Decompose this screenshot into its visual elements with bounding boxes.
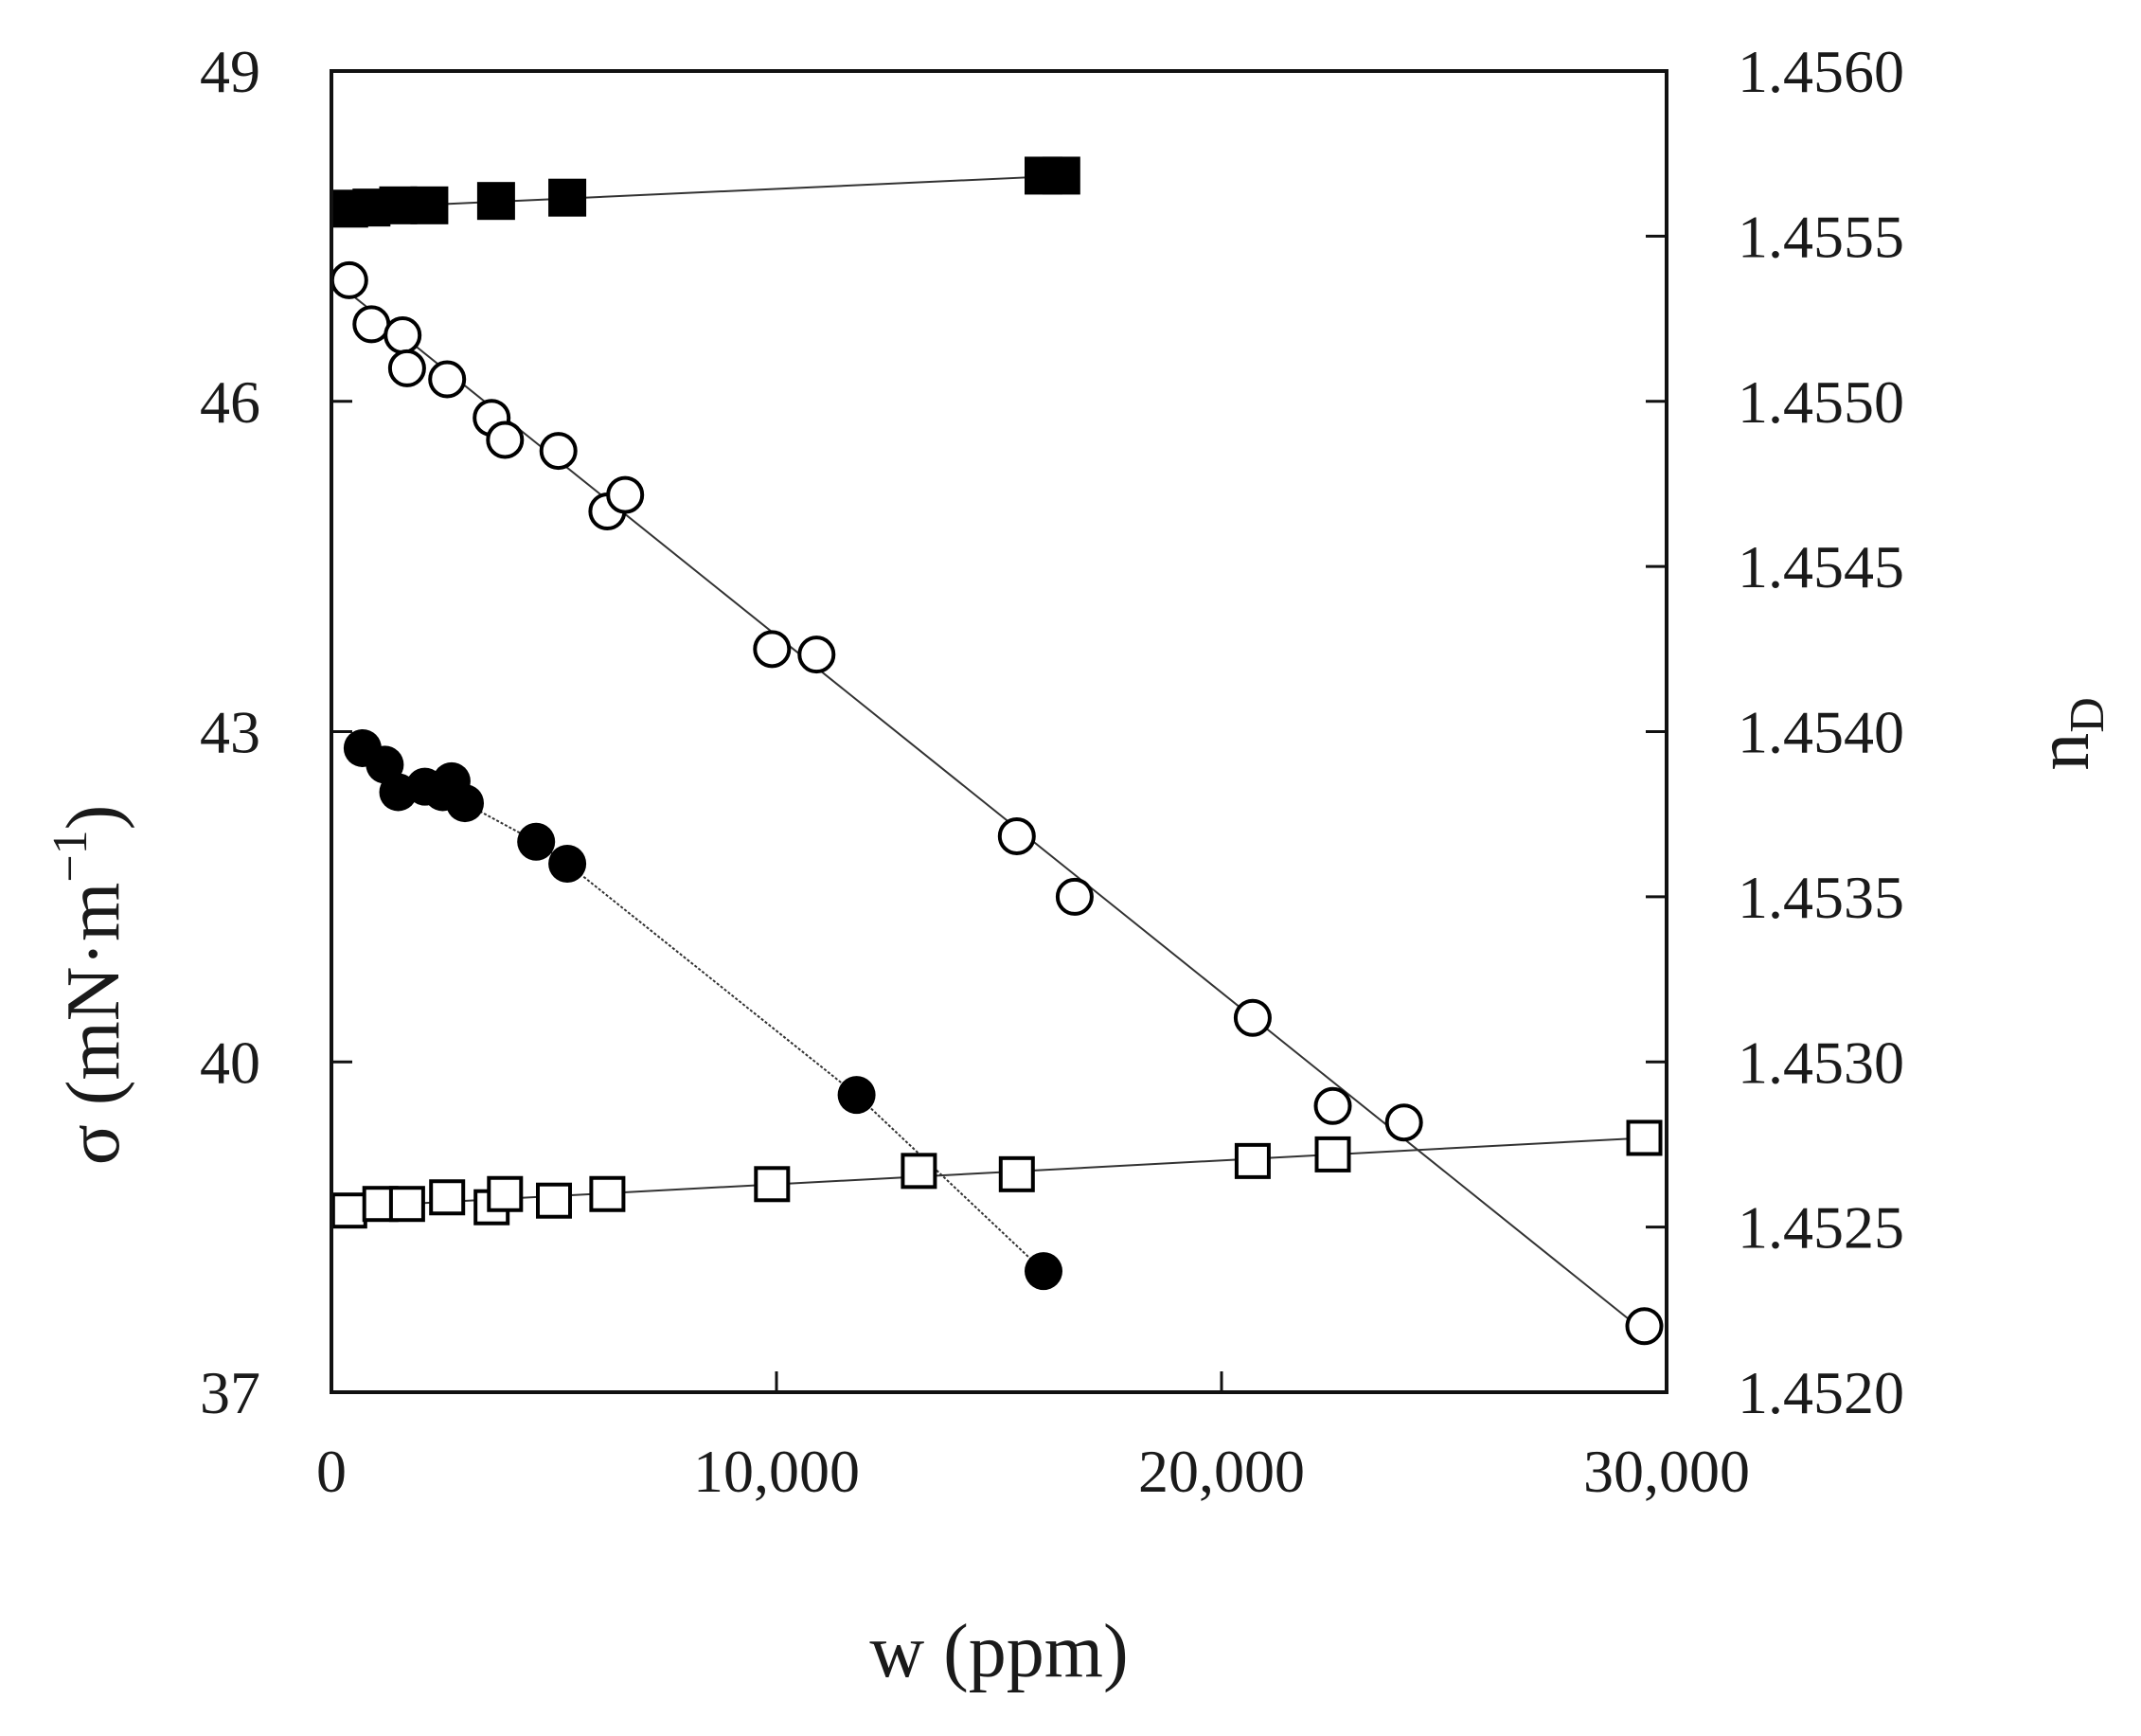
- y-left-title-close: ): [52, 805, 135, 831]
- x-tick-label: 20,000: [1138, 1438, 1305, 1505]
- sigma-series-A-point: [548, 178, 587, 217]
- y-right-tick-label: 1.4555: [1738, 203, 1904, 270]
- sigma-series-C-point: [1025, 1252, 1062, 1291]
- sigma-series-C-point: [446, 784, 484, 823]
- sigma-series-B-point: [330, 260, 368, 299]
- sigma-series-A-fit-line: [345, 174, 1066, 210]
- nD-series-D-point: [1626, 1119, 1663, 1156]
- nD-series-D-point: [429, 1179, 466, 1216]
- sigma-series-A-point: [1042, 156, 1080, 195]
- y-left-tick-label: 37: [200, 1359, 260, 1426]
- sigma-series-B-point: [1384, 1103, 1423, 1142]
- sigma-series-B-point: [539, 432, 578, 471]
- y-left-tick-label: 40: [200, 1029, 260, 1096]
- y-right-title-base: n: [2022, 733, 2105, 771]
- sigma-series-A-point: [476, 182, 515, 221]
- sigma-series-A-point: [410, 186, 449, 224]
- x-tick-label: 30,000: [1583, 1438, 1750, 1505]
- nD-series-D-point: [388, 1186, 425, 1223]
- x-tick-label: 0: [316, 1438, 347, 1505]
- sigma-series-B-point: [997, 816, 1036, 855]
- y-axis-right-title: nD: [2022, 697, 2114, 771]
- sigma-series-B-point: [1313, 1086, 1352, 1125]
- y-left-title-superscript: −1: [44, 830, 98, 882]
- sigma-series-B-point: [486, 421, 525, 459]
- y-axis-left-title: σ (mN·m−1): [44, 805, 135, 1166]
- sigma-series-B-point: [1233, 998, 1272, 1037]
- axis-ticks: [330, 69, 1668, 1394]
- y-right-tick-label: 1.4530: [1738, 1029, 1904, 1096]
- nD-series-D-point: [487, 1175, 524, 1212]
- nD-series-D-point: [901, 1153, 937, 1190]
- sigma-series-B-point: [1055, 877, 1094, 916]
- data-markers: [330, 156, 1664, 1346]
- nD-series-D-point: [1234, 1142, 1271, 1179]
- nD-series-D-point: [754, 1166, 791, 1203]
- sigma-series-B-point: [428, 360, 467, 399]
- nD-series-D-point: [589, 1175, 626, 1212]
- y-left-tick-label: 49: [200, 38, 260, 105]
- y-right-tick-label: 1.4550: [1738, 368, 1904, 436]
- sigma-series-C-point: [517, 822, 556, 861]
- sigma-series-B-point: [384, 316, 422, 354]
- y-right-tick-label: 1.4535: [1738, 864, 1904, 931]
- y-right-tick-label: 1.4525: [1738, 1194, 1904, 1262]
- sigma-series-B-point: [797, 635, 836, 674]
- y-left-title-main: σ (mN·m: [52, 883, 135, 1166]
- y-left-tick-label: 46: [200, 368, 260, 436]
- sigma-series-C-point: [837, 1076, 876, 1115]
- y-left-tick-label: 43: [200, 699, 260, 766]
- x-axis-title: w (ppm): [869, 1610, 1128, 1693]
- sigma-series-B-point: [606, 475, 645, 514]
- y-right-tick-label: 1.4540: [1738, 699, 1904, 766]
- sigma-series-C-point: [548, 845, 587, 883]
- nD-series-D-point: [998, 1155, 1035, 1192]
- x-tick-label: 10,000: [693, 1438, 860, 1505]
- nD-series-D-point: [330, 1192, 367, 1229]
- sigma-series-B-point: [753, 630, 792, 669]
- y-right-tick-label: 1.4545: [1738, 533, 1904, 600]
- sigma-series-B-point: [387, 349, 426, 387]
- sigma-series-B-point: [352, 305, 391, 344]
- nD-series-D-point: [536, 1182, 572, 1219]
- tick-labels: 0 10,000 20,000 30,000 37 40 43 46 49 1.4520 1.452…: [200, 38, 1904, 1505]
- sigma-series-B-point: [1625, 1307, 1664, 1346]
- y-right-tick-label: 1.4520: [1738, 1359, 1904, 1426]
- y-right-tick-label: 1.4560: [1738, 38, 1904, 105]
- y-right-title-subscript: D: [2061, 697, 2114, 733]
- nD-series-D-point: [1314, 1136, 1351, 1172]
